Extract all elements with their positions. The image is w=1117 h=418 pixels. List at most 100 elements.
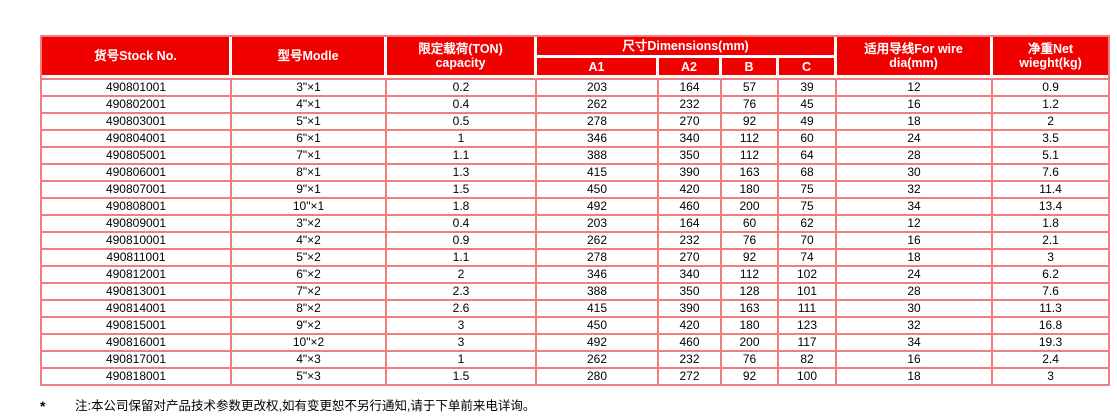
cell-a2: 390 xyxy=(659,165,722,182)
cell-model: 5"×1 xyxy=(232,114,387,131)
cell-stock-no: 490810001 xyxy=(42,233,232,250)
cell-model: 7"×2 xyxy=(232,284,387,301)
cell-a2: 232 xyxy=(659,97,722,114)
table-row: 490804001 6"×1 1 346 340 112 60 24 3.5 xyxy=(42,131,1109,148)
cell-b: 57 xyxy=(722,78,779,97)
cell-b: 163 xyxy=(722,301,779,318)
cell-c: 45 xyxy=(779,97,838,114)
cell-a2: 460 xyxy=(659,335,722,352)
cell-a1: 492 xyxy=(537,335,659,352)
cell-a2: 390 xyxy=(659,301,722,318)
cell-wire-dia: 32 xyxy=(837,182,994,199)
cell-c: 111 xyxy=(779,301,838,318)
cell-a2: 272 xyxy=(659,369,722,384)
cell-b: 60 xyxy=(722,216,779,233)
footnote: * 注:本公司保留对产品技术参数更改权,如有变更恕不另行通知,请于下单前来电详询… xyxy=(40,399,1100,414)
table-row: 490816001 10"×2 3 492 460 200 117 34 19.3 xyxy=(42,335,1109,352)
table-row: 490809001 3"×2 0.4 203 164 60 62 12 1.8 xyxy=(42,216,1109,233)
cell-a2: 232 xyxy=(659,233,722,250)
cell-wire-dia: 16 xyxy=(837,97,994,114)
cell-a2: 164 xyxy=(659,78,722,97)
cell-wire-dia: 18 xyxy=(837,114,994,131)
cell-model: 8"×2 xyxy=(232,301,387,318)
header-wire-dia: 适用导线For wire dia(mm) xyxy=(837,37,994,78)
table-row: 490807001 9"×1 1.5 450 420 180 75 32 11.4 xyxy=(42,182,1109,199)
cell-net-weight: 2 xyxy=(993,114,1109,131)
cell-capacity: 1.5 xyxy=(387,369,537,384)
table-row: 490817001 4"×3 1 262 232 76 82 16 2.4 xyxy=(42,352,1109,369)
cell-a1: 262 xyxy=(537,352,659,369)
header-net-weight: 净重Net wieght(kg) xyxy=(993,37,1109,78)
cell-c: 60 xyxy=(779,131,838,148)
cell-capacity: 1.1 xyxy=(387,250,537,267)
cell-net-weight: 3 xyxy=(993,250,1109,267)
cell-b: 76 xyxy=(722,352,779,369)
cell-net-weight: 11.4 xyxy=(993,182,1109,199)
cell-a2: 270 xyxy=(659,114,722,131)
cell-net-weight: 3 xyxy=(993,369,1109,384)
cell-a1: 262 xyxy=(537,233,659,250)
table-row: 490805001 7"×1 1.1 388 350 112 64 28 5.1 xyxy=(42,148,1109,165)
cell-net-weight: 1.8 xyxy=(993,216,1109,233)
table-row: 490818001 5"×3 1.5 280 272 92 100 18 3 xyxy=(42,369,1109,384)
cell-a1: 450 xyxy=(537,318,659,335)
cell-wire-dia: 16 xyxy=(837,233,994,250)
cell-net-weight: 2.4 xyxy=(993,352,1109,369)
cell-b: 76 xyxy=(722,97,779,114)
cell-capacity: 0.2 xyxy=(387,78,537,97)
cell-wire-dia: 18 xyxy=(837,369,994,384)
cell-stock-no: 490805001 xyxy=(42,148,232,165)
cell-b: 112 xyxy=(722,148,779,165)
cell-stock-no: 490813001 xyxy=(42,284,232,301)
cell-a2: 340 xyxy=(659,131,722,148)
cell-c: 68 xyxy=(779,165,838,182)
cell-net-weight: 11.3 xyxy=(993,301,1109,318)
cell-wire-dia: 24 xyxy=(837,131,994,148)
cell-c: 100 xyxy=(779,369,838,384)
header-model: 型号Modle xyxy=(232,37,387,78)
header-dim-b: B xyxy=(722,58,779,78)
cell-a1: 346 xyxy=(537,267,659,284)
cell-net-weight: 1.2 xyxy=(993,97,1109,114)
cell-capacity: 1 xyxy=(387,131,537,148)
footnote-asterisk: * xyxy=(40,398,46,414)
cell-c: 64 xyxy=(779,148,838,165)
cell-a1: 388 xyxy=(537,284,659,301)
cell-capacity: 3 xyxy=(387,335,537,352)
cell-stock-no: 490816001 xyxy=(42,335,232,352)
table-row: 490803001 5"×1 0.5 278 270 92 49 18 2 xyxy=(42,114,1109,131)
product-spec-table-wrap: 货号Stock No. 型号Modle 限定载荷(TON) capacity 尺… xyxy=(40,35,1111,386)
table-row: 490806001 8"×1 1.3 415 390 163 68 30 7.6 xyxy=(42,165,1109,182)
table-row: 490814001 8"×2 2.6 415 390 163 111 30 11.3 xyxy=(42,301,1109,318)
table-row: 490812001 6"×2 2 346 340 112 102 24 6.2 xyxy=(42,267,1109,284)
cell-b: 180 xyxy=(722,318,779,335)
cell-model: 5"×2 xyxy=(232,250,387,267)
cell-wire-dia: 18 xyxy=(837,250,994,267)
cell-stock-no: 490804001 xyxy=(42,131,232,148)
cell-a2: 350 xyxy=(659,148,722,165)
cell-wire-dia: 12 xyxy=(837,78,994,97)
table-row: 490802001 4"×1 0.4 262 232 76 45 16 1.2 xyxy=(42,97,1109,114)
cell-c: 123 xyxy=(779,318,838,335)
cell-b: 76 xyxy=(722,233,779,250)
cell-b: 180 xyxy=(722,182,779,199)
cell-c: 70 xyxy=(779,233,838,250)
cell-capacity: 2.6 xyxy=(387,301,537,318)
cell-wire-dia: 32 xyxy=(837,318,994,335)
cell-stock-no: 490808001 xyxy=(42,199,232,216)
cell-stock-no: 490806001 xyxy=(42,165,232,182)
header-dim-a1: A1 xyxy=(537,58,659,78)
cell-model: 6"×2 xyxy=(232,267,387,284)
cell-a1: 278 xyxy=(537,250,659,267)
cell-wire-dia: 24 xyxy=(837,267,994,284)
cell-b: 92 xyxy=(722,250,779,267)
cell-capacity: 0.4 xyxy=(387,216,537,233)
cell-a2: 420 xyxy=(659,318,722,335)
cell-a2: 164 xyxy=(659,216,722,233)
cell-c: 101 xyxy=(779,284,838,301)
cell-net-weight: 19.3 xyxy=(993,335,1109,352)
header-capacity: 限定载荷(TON) capacity xyxy=(387,37,537,78)
cell-model: 4"×2 xyxy=(232,233,387,250)
table-row: 490815001 9"×2 3 450 420 180 123 32 16.8 xyxy=(42,318,1109,335)
